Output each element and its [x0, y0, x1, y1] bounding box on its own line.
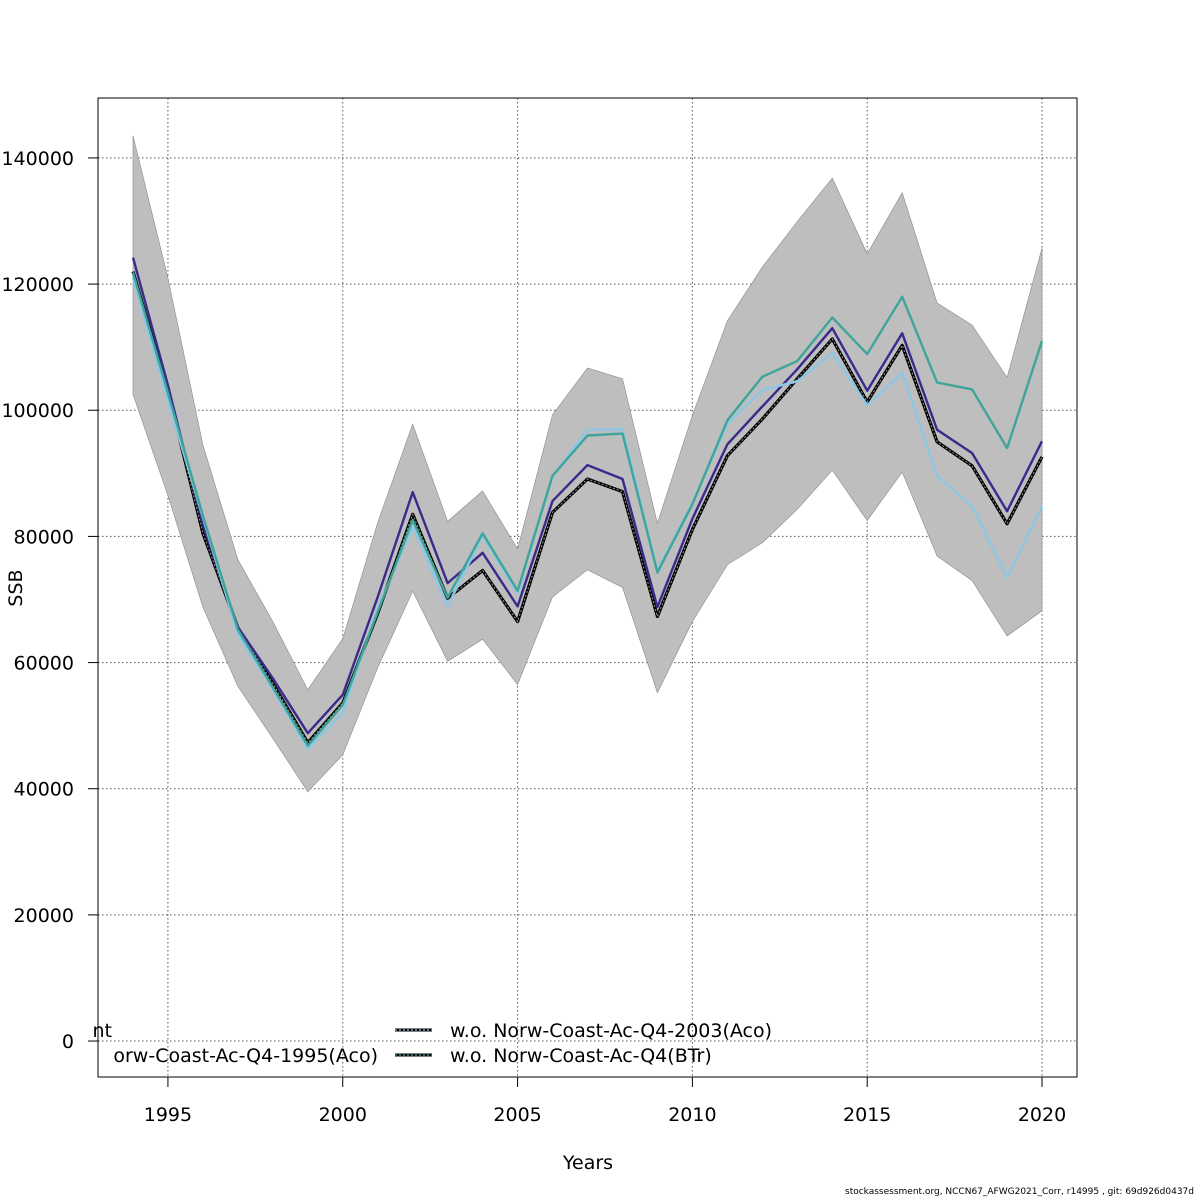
series-line-3 [131, 272, 1044, 747]
x-tick-label: 2015 [843, 1104, 891, 1126]
y-tick-label: 80000 [14, 526, 74, 548]
x-tick-label: 2000 [319, 1104, 367, 1126]
x-tick-label: 2005 [493, 1104, 541, 1126]
x-axis-ticks: 1995 2000 2005 2010 2015 2020 [144, 1077, 1066, 1126]
x-axis-title: Years [562, 1152, 613, 1174]
confidence-band [132, 135, 1043, 793]
plot-frame [97, 97, 1078, 1078]
legend-label: w.o. Norw-Coast-Ac-Q4-2003(Aco) [450, 1020, 772, 1042]
series-line-0 [132, 271, 1043, 744]
y-axis-ticks: 0 20000 40000 60000 80000 100000 120000 140000 [1, 148, 98, 1053]
y-tick-label: 120000 [1, 274, 74, 296]
y-tick-label: 140000 [1, 148, 74, 170]
legend-label: nt [93, 1020, 113, 1042]
legend-label: orw-Coast-Ac-Q4-1995(Aco) [113, 1045, 378, 1067]
x-tick-label: 2010 [668, 1104, 716, 1126]
x-tick-label: 2020 [1018, 1104, 1066, 1126]
y-tick-label: 0 [62, 1031, 74, 1053]
series-line-1 [131, 257, 1044, 735]
y-axis-title: SSB [5, 569, 27, 606]
confidence-band-layer [132, 135, 1043, 793]
y-tick-label: 40000 [14, 779, 74, 801]
series-layer [131, 257, 1044, 751]
y-tick-label: 60000 [14, 653, 74, 675]
footer-credit: stockassessment.org, NCCN67_AFWG2021_Cor… [845, 1187, 1194, 1197]
x-tick-label: 1995 [144, 1104, 192, 1126]
legend-label: w.o. Norw-Coast-Ac-Q4(BTr) [450, 1045, 712, 1067]
y-tick-label: 20000 [14, 905, 74, 927]
y-tick-label: 100000 [1, 400, 74, 422]
